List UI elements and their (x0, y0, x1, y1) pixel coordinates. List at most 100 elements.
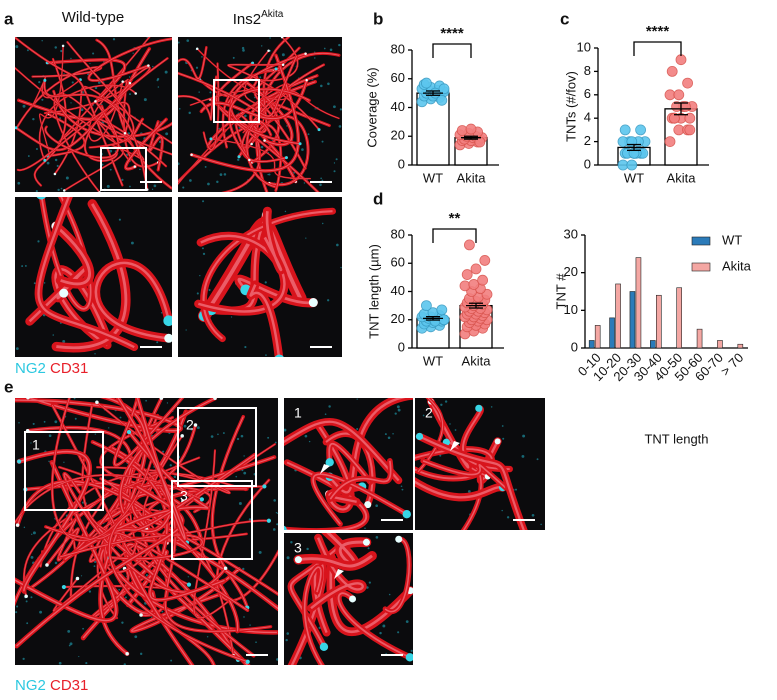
ng2-speck (444, 400, 448, 403)
ng2-speck (201, 56, 203, 58)
ng2-speck (320, 177, 323, 180)
y-tick-label: 6 (584, 86, 591, 101)
ng2-speck (88, 590, 92, 593)
ng2-speck (272, 528, 276, 531)
panel-label: a (4, 9, 14, 28)
error-bar (466, 302, 486, 309)
ng2-speck (24, 265, 27, 267)
ng2-speck (400, 485, 403, 488)
pericyte (95, 400, 99, 405)
panel-label: e (4, 377, 13, 396)
ng2-speck (490, 406, 493, 408)
ng2-speck (449, 423, 451, 425)
x-tick-label: WT (423, 170, 443, 185)
ng2-speck (101, 163, 104, 166)
pericyte (305, 78, 308, 82)
pericyte (63, 189, 66, 192)
vessel-core (108, 513, 248, 663)
ng2-speck (267, 436, 270, 439)
significance-bracket (432, 43, 472, 58)
pericyte (294, 556, 302, 564)
ng2-speck (396, 405, 400, 409)
data-point (669, 112, 680, 124)
y-tick-label: 60 (391, 255, 405, 270)
pericyte (134, 92, 137, 95)
vessel-core (337, 592, 411, 659)
vessel-core (114, 398, 183, 466)
ng2-speck (506, 516, 510, 519)
column-title: Wild-type (62, 9, 125, 26)
arrowhead (334, 569, 344, 579)
pericyte (325, 458, 334, 467)
ng2-speck (319, 183, 322, 187)
vessel-core (419, 435, 525, 530)
vessel-core (178, 47, 207, 79)
vessel-core (55, 225, 91, 286)
ng2-speck (128, 76, 131, 78)
data-point (459, 280, 471, 292)
pericyte (274, 354, 284, 357)
ng2-speck (15, 45, 19, 49)
ng2-speck (388, 593, 391, 596)
pericyte (250, 142, 253, 146)
y-tick-label: 0 (584, 156, 591, 171)
ng2-speck (54, 46, 58, 49)
ng2-speck (522, 434, 526, 438)
pericyte (251, 61, 255, 65)
bar (676, 287, 682, 349)
ng2-speck (186, 39, 190, 42)
vessel-core (178, 76, 217, 120)
inset-label: 2 (425, 405, 433, 421)
pericyte (284, 156, 288, 160)
ng2-speck (121, 621, 124, 624)
ng2-speck (21, 265, 24, 268)
ng2-speck (286, 632, 290, 635)
vessel-core (249, 284, 281, 357)
ng2-speck (33, 282, 36, 285)
vessel-core (56, 203, 128, 350)
data-point (684, 112, 696, 124)
vessel-core (417, 398, 443, 473)
ng2-speck (32, 422, 35, 425)
ng2-speck (210, 435, 214, 438)
pericyte (61, 44, 65, 48)
pericyte (134, 392, 138, 396)
ng2-speck (536, 458, 539, 461)
ng2-speck (276, 658, 278, 661)
pericyte (43, 158, 47, 162)
ng2-speck (207, 182, 210, 186)
ng2-speck (25, 600, 28, 603)
data-point (461, 269, 473, 280)
vessel-core (84, 58, 168, 162)
ng2-speck (243, 616, 245, 618)
stain-ng2: NG2 (15, 360, 46, 377)
ng2-speck (35, 147, 38, 151)
vessel-core (246, 120, 276, 188)
pericyte (248, 158, 251, 162)
legend-label: WT (722, 232, 742, 247)
ng2-speck (219, 173, 223, 176)
pericyte (94, 100, 97, 103)
pericyte (362, 538, 370, 546)
ng2-speck (285, 638, 288, 642)
data-point (635, 124, 646, 136)
pericyte (267, 49, 270, 52)
pericyte (285, 667, 293, 675)
ng2-speck (183, 424, 187, 428)
ng2-speck (340, 266, 342, 269)
pericyte (475, 404, 483, 412)
ng2-speck (119, 416, 122, 419)
pericyte (4, 627, 8, 631)
ng2-speck (160, 311, 163, 314)
pericyte (180, 434, 184, 438)
ng2-speck (182, 186, 185, 189)
ng2-speck (22, 657, 25, 660)
pericyte (223, 566, 228, 570)
x-axis-label: TNT length (644, 431, 708, 446)
ng2-speck (384, 433, 387, 436)
ng2-speck (152, 65, 154, 68)
ng2-speck (209, 91, 212, 94)
ng2-speck (164, 70, 168, 74)
y-tick-label: 20 (564, 264, 578, 279)
